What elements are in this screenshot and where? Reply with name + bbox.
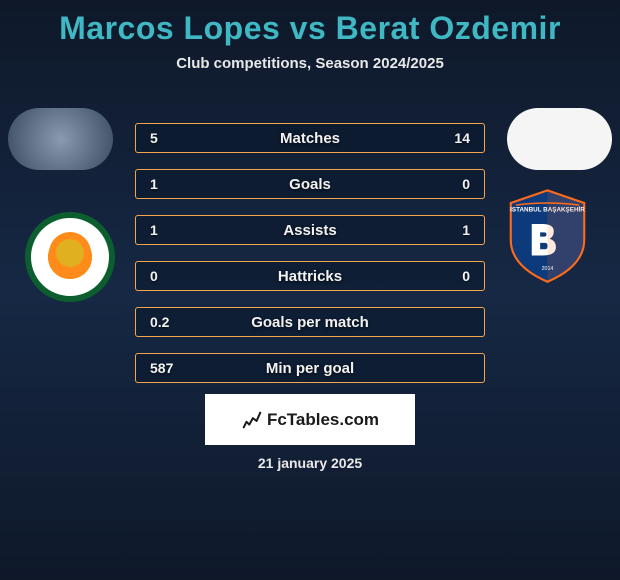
stat-row: 5 Matches 14 (135, 123, 485, 153)
stat-label: Hattricks (278, 268, 342, 285)
stat-value-left: 587 (150, 360, 180, 376)
page-subtitle: Club competitions, Season 2024/2025 (0, 55, 620, 72)
stat-value-right: 1 (440, 222, 470, 238)
club-logo-right: ISTANBUL BAŞAKŞEHİR 2014 (495, 182, 600, 287)
photo-placeholder-left (8, 108, 113, 170)
stat-value-left: 1 (150, 222, 180, 238)
fctables-logo-icon (241, 409, 263, 431)
alanyaspor-logo-icon (25, 212, 115, 302)
player-photo-right (507, 108, 612, 170)
stat-row: 0 Hattricks 0 (135, 261, 485, 291)
basaksehir-logo-icon: ISTANBUL BAŞAKŞEHİR 2014 (495, 182, 600, 287)
stat-value-right: 14 (440, 130, 470, 146)
photo-placeholder-right (507, 108, 612, 170)
stat-value-right: 0 (440, 176, 470, 192)
stat-value-left: 0.2 (150, 314, 180, 330)
stat-row: 1 Goals 0 (135, 169, 485, 199)
svg-text:2014: 2014 (542, 266, 554, 272)
date-label: 21 january 2025 (258, 455, 362, 471)
stat-value-right: 0 (440, 268, 470, 284)
stat-row: 1 Assists 1 (135, 215, 485, 245)
stat-label: Matches (280, 130, 340, 147)
stat-row: 587 Min per goal (135, 353, 485, 383)
stat-label: Goals per match (251, 314, 369, 331)
stat-row: 0.2 Goals per match (135, 307, 485, 337)
club-logo-left (25, 212, 115, 302)
stat-label: Assists (283, 222, 336, 239)
stat-value-left: 1 (150, 176, 180, 192)
stats-container: 5 Matches 14 1 Goals 0 1 Assists 1 0 Hat… (135, 123, 485, 399)
stat-label: Min per goal (266, 360, 354, 377)
stat-label: Goals (289, 176, 331, 193)
page-title: Marcos Lopes vs Berat Ozdemir (0, 0, 620, 47)
branding-text: FcTables.com (267, 410, 379, 430)
stat-value-left: 5 (150, 130, 180, 146)
branding-box: FcTables.com (205, 394, 415, 445)
player-photo-left (8, 108, 113, 170)
stat-value-left: 0 (150, 268, 180, 284)
